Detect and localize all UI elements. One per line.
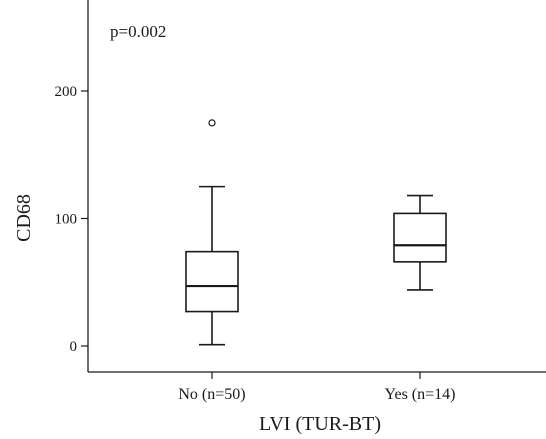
y-axis-title: CD68 <box>13 194 35 242</box>
x-axis-title: LVI (TUR-BT) <box>259 413 381 435</box>
x-category-label: No (n=50) <box>178 386 245 403</box>
y-axis-ticks: 0 100 200 <box>55 84 88 355</box>
y-tick-label: 200 <box>55 84 78 100</box>
y-tick-label: 0 <box>70 339 78 355</box>
x-axis-ticks: No (n=50) Yes (n=14) <box>178 372 455 403</box>
x-category-label: Yes (n=14) <box>385 386 456 403</box>
iqr-box <box>185 250 239 313</box>
plot-frame <box>87 0 546 373</box>
iqr-box <box>393 212 447 263</box>
outlier-point <box>208 119 216 127</box>
annotation-p-value: p=0.002 <box>110 22 166 41</box>
y-tick-label: 100 <box>55 212 78 228</box>
box-2 <box>393 194 447 291</box>
box-series <box>185 119 447 346</box>
box-1 <box>185 119 239 346</box>
